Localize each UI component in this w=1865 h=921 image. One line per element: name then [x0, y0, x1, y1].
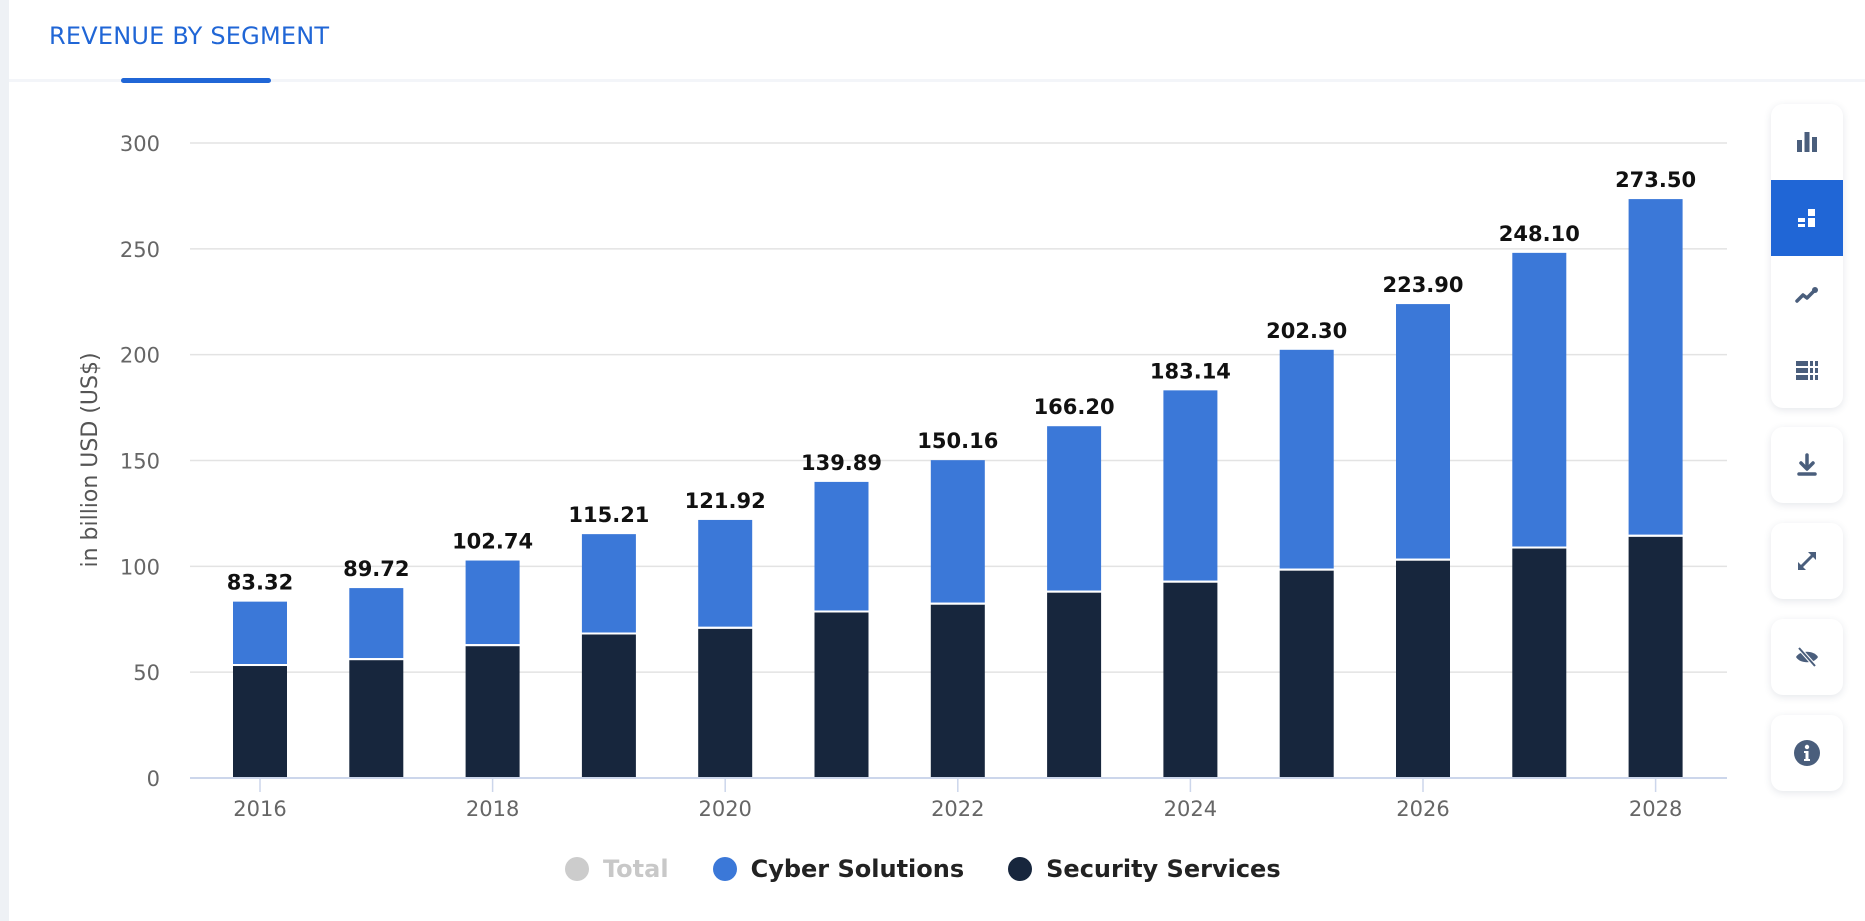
tab-revenue-by-segment[interactable]: REVENUE BY SEGMENT	[49, 22, 330, 50]
bar-security-services	[1279, 570, 1334, 778]
hide-icon	[1796, 646, 1818, 668]
bar-security-services	[698, 628, 753, 778]
legend-item-cyber-solutions[interactable]: Cyber Solutions	[712, 855, 965, 883]
bar-chart-button[interactable]	[1771, 104, 1843, 180]
x-tick-label: 2016	[233, 797, 286, 821]
bar-cyber-solutions	[1047, 426, 1102, 591]
fullscreen-button-wrap	[1771, 523, 1843, 599]
download-button-wrap	[1771, 427, 1843, 503]
bar-security-services	[1628, 536, 1683, 778]
data-label-total: 139.89	[801, 451, 882, 475]
bar-cyber-solutions	[581, 534, 636, 633]
legend-label-total: Total	[603, 855, 669, 883]
info-button-wrap	[1771, 715, 1843, 791]
data-label-total: 248.10	[1499, 222, 1580, 246]
bar-security-services	[814, 612, 869, 778]
download-button[interactable]	[1771, 427, 1843, 503]
data-label-total: 121.92	[685, 489, 766, 513]
download-icon	[1797, 453, 1817, 476]
bar-cyber-solutions	[930, 460, 985, 603]
bar-security-services	[349, 660, 404, 778]
bar-security-services	[1396, 560, 1450, 778]
bar-cyber-solutions	[814, 481, 869, 611]
chart-legend: Total Cyber Solutions Security Services	[565, 855, 1325, 883]
legend-dot-security-services	[1008, 857, 1033, 881]
bar-cyber-solutions	[1279, 349, 1334, 569]
x-tick-label: 2020	[698, 797, 751, 821]
bar-security-services	[930, 604, 985, 778]
stacked-bar-button[interactable]	[1771, 180, 1843, 256]
y-tick-label: 50	[133, 661, 160, 685]
table-icon	[1796, 361, 1818, 380]
data-label-total: 183.14	[1150, 359, 1231, 383]
x-tick-label: 2022	[931, 797, 984, 821]
y-tick-label: 250	[120, 238, 160, 262]
active-tab-indicator	[121, 78, 271, 83]
bar-security-services	[1512, 548, 1567, 778]
data-label-total: 202.30	[1266, 319, 1347, 343]
line-chart-button[interactable]	[1771, 256, 1843, 332]
bar-security-services	[233, 666, 287, 778]
legend-item-total[interactable]: Total	[565, 855, 669, 883]
legend-dot-cyber-solutions	[712, 857, 737, 881]
fullscreen-icon	[1798, 552, 1816, 570]
y-axis-title: in billion USD (US$)	[78, 352, 103, 567]
bar-cyber-solutions	[349, 588, 404, 659]
y-tick-label: 300	[120, 132, 160, 156]
legend-label-cyber-solutions: Cyber Solutions	[750, 855, 965, 883]
data-label-total: 115.21	[568, 503, 649, 527]
header-divider	[9, 79, 1865, 82]
data-label-total: 273.50	[1615, 168, 1696, 192]
y-tick-label: 200	[120, 344, 160, 368]
y-tick-label: 150	[120, 450, 160, 474]
bar-cyber-solutions	[698, 519, 753, 627]
chart-type-toolbar	[1771, 104, 1843, 408]
bar-cyber-solutions	[233, 601, 287, 665]
data-label-total: 150.16	[917, 429, 998, 453]
table-view-button[interactable]	[1771, 332, 1843, 408]
hide-button[interactable]	[1771, 619, 1843, 695]
y-tick-label: 100	[120, 555, 160, 579]
x-tick-label: 2024	[1164, 797, 1217, 821]
fullscreen-button[interactable]	[1771, 523, 1843, 599]
data-label-total: 166.20	[1034, 395, 1115, 419]
data-label-total: 223.90	[1382, 273, 1463, 297]
info-icon	[1794, 740, 1820, 766]
bar-cyber-solutions	[1396, 304, 1450, 559]
bar-chart-icon	[1797, 132, 1817, 152]
bar-security-services	[581, 634, 636, 778]
data-label-total: 83.32	[227, 571, 293, 595]
bar-security-services	[1047, 592, 1102, 778]
bar-cyber-solutions	[1628, 199, 1683, 535]
legend-label-security-services: Security Services	[1046, 855, 1281, 883]
stacked-bar-chart: 0 50 100 150 200 250 300 in billion USD (US$) 83…	[78, 132, 1727, 821]
legend-item-security-services[interactable]: Security Services	[1008, 855, 1281, 883]
legend-dot-total	[565, 857, 589, 881]
bar-cyber-solutions	[465, 560, 520, 645]
x-tick-label: 2028	[1629, 797, 1682, 821]
data-label-total: 89.72	[343, 557, 409, 581]
bar-cyber-solutions	[1512, 252, 1567, 547]
info-button[interactable]	[1771, 715, 1843, 791]
bar-security-services	[465, 646, 520, 778]
x-tick-label: 2018	[466, 797, 519, 821]
hide-button-wrap	[1771, 619, 1843, 695]
bar-security-services	[1163, 582, 1218, 778]
data-label-total: 102.74	[452, 530, 533, 554]
bar-cyber-solutions	[1163, 390, 1218, 581]
line-chart-icon	[1795, 287, 1818, 303]
stacked-bar-icon	[1798, 209, 1815, 227]
y-tick-label: 0	[147, 767, 160, 791]
x-tick-label: 2026	[1396, 797, 1449, 821]
